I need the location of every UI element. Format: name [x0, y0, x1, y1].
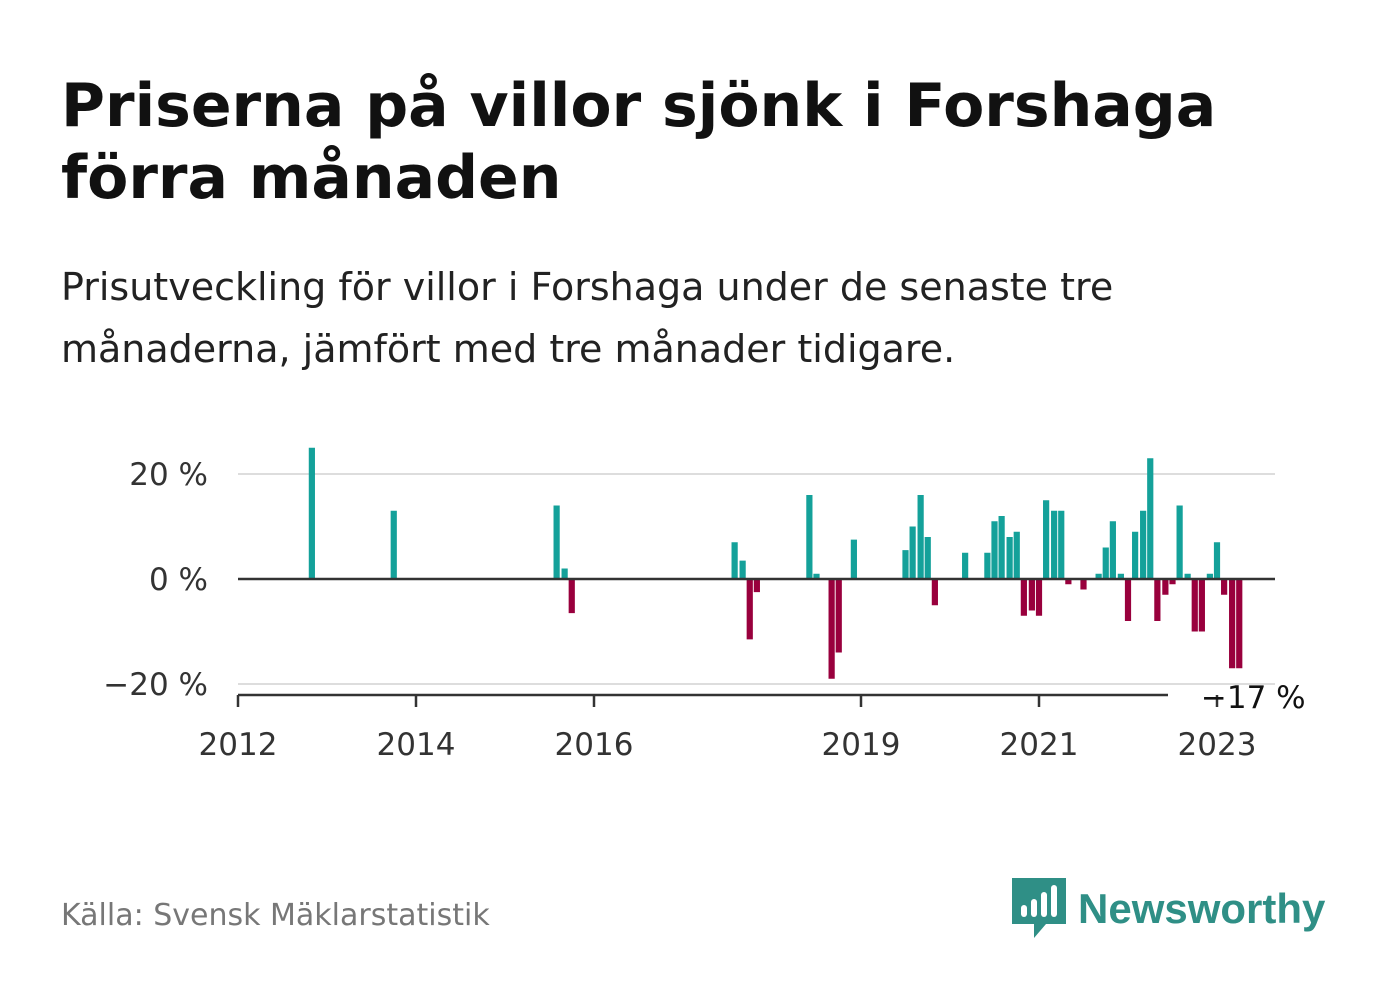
- bar-40: [1147, 458, 1154, 579]
- bar-25: [1020, 579, 1027, 616]
- bar-41: [1154, 579, 1161, 621]
- bar-11: [828, 579, 835, 679]
- x-tick-label-0: 2012: [199, 727, 278, 763]
- x-axis-ticks: 2012 2014 2016 2019 2021 2023: [199, 695, 1257, 763]
- bar-38: [1132, 531, 1139, 579]
- y-tick-label-0: 20 %: [129, 457, 208, 493]
- bar-32: [1080, 579, 1087, 590]
- bar-8: [753, 579, 760, 593]
- bar-29: [1051, 510, 1058, 579]
- grid-lines: [238, 473, 1275, 685]
- bar-52: [1236, 579, 1243, 669]
- bar-46: [1191, 579, 1198, 632]
- axes: [238, 577, 1275, 697]
- bar-51: [1229, 579, 1236, 669]
- bar-4: [568, 579, 575, 614]
- bar-47: [1198, 579, 1205, 632]
- x-tick-label-2: 2016: [555, 727, 634, 763]
- page-subtitle: Prisutveckling för villor i Forshaga und…: [61, 265, 1114, 371]
- bar-50: [1221, 579, 1228, 595]
- bar-26: [1028, 579, 1035, 611]
- bar-31: [1065, 579, 1072, 585]
- bar-chart-speech-bubble-icon: [1012, 878, 1066, 938]
- bar-30: [1058, 510, 1065, 579]
- last-value-label: −17 %: [1201, 680, 1306, 716]
- bar-36: [1117, 573, 1124, 579]
- bar-21: [991, 521, 998, 579]
- bar-10: [813, 573, 820, 579]
- bar-22: [998, 516, 1005, 579]
- bar-28: [1043, 500, 1050, 579]
- bars: [308, 447, 1243, 679]
- bar-14: [902, 550, 909, 579]
- bar-6: [739, 560, 746, 579]
- bar-39: [1140, 510, 1147, 579]
- bar-42: [1162, 579, 1169, 595]
- bar-3: [561, 568, 568, 579]
- x-tick-label-1: 2014: [377, 727, 456, 763]
- bar-48: [1206, 573, 1213, 579]
- bar-12: [835, 579, 842, 653]
- bar-33: [1095, 573, 1102, 579]
- bar-18: [931, 579, 938, 606]
- bar-1: [390, 510, 397, 579]
- bar-2: [553, 505, 560, 579]
- y-axis-ticks: 20 % 0 % −20 %: [103, 457, 208, 703]
- bar-7: [746, 579, 753, 640]
- x-tick-label-4: 2021: [1000, 727, 1079, 763]
- bar-23: [1006, 537, 1013, 579]
- bar-15: [909, 526, 916, 579]
- bar-27: [1035, 579, 1043, 616]
- x-tick-label-5: 2023: [1178, 727, 1257, 763]
- bar-34: [1102, 547, 1109, 579]
- bar-16: [917, 495, 924, 579]
- source-note: Källa: Svensk Mäklarstatistik: [61, 898, 490, 933]
- y-tick-label-2: −20 %: [103, 667, 208, 703]
- bar-5: [731, 542, 738, 579]
- bar-13: [850, 539, 857, 579]
- bar-45: [1184, 573, 1191, 579]
- brand-logo: Newsworthy: [1012, 878, 1325, 940]
- bar-43: [1169, 579, 1176, 585]
- x-tick-label-3: 2019: [822, 727, 901, 763]
- bar-17: [924, 537, 931, 579]
- bar-49: [1213, 542, 1221, 579]
- page-title: Priserna på villor sjönk i Forshaga förr…: [61, 71, 1217, 213]
- bar-19: [962, 552, 969, 579]
- bar-35: [1109, 521, 1116, 579]
- bar-20: [984, 552, 991, 579]
- bar-37: [1124, 579, 1132, 621]
- y-tick-label-1: 0 %: [149, 562, 208, 598]
- brand-name: Newsworthy: [1078, 885, 1326, 932]
- bar-9: [806, 495, 813, 579]
- bar-24: [1013, 531, 1020, 579]
- bar-44: [1176, 505, 1183, 579]
- bar-0: [308, 447, 315, 579]
